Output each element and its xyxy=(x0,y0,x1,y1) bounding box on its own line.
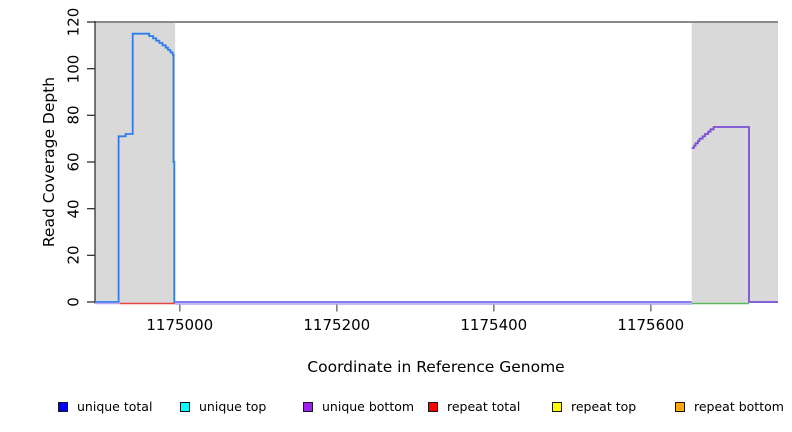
legend: unique total unique top unique bottom repea… xyxy=(0,398,792,418)
y-tick-label: 60 xyxy=(64,152,83,172)
legend-swatch-icon xyxy=(303,401,313,412)
repeat-region-left xyxy=(95,22,176,303)
legend-item-repeat-top: repeat top xyxy=(552,398,636,415)
series-unique-total-left-block xyxy=(95,32,176,303)
x-tick-label: 1175400 xyxy=(460,316,528,334)
legend-swatch-icon xyxy=(675,401,685,412)
y-tick-label: 0 xyxy=(64,297,83,307)
legend-label: repeat total xyxy=(447,399,521,414)
legend-item-unique-top: unique top xyxy=(180,398,266,415)
y-tick-label: 100 xyxy=(64,54,83,83)
series-unique-bottom-right-block xyxy=(691,126,778,303)
legend-label: repeat bottom xyxy=(694,399,784,414)
legend-swatch-icon xyxy=(180,401,190,412)
y-tick-label: 120 xyxy=(64,7,83,37)
legend-swatch-icon xyxy=(552,401,562,412)
y-tick-label: 20 xyxy=(64,245,83,265)
legend-label: unique top xyxy=(199,399,267,414)
legend-swatch-icon xyxy=(428,401,438,412)
y-tick-label: 80 xyxy=(64,105,83,125)
legend-item-unique-bottom: unique bottom xyxy=(303,398,414,415)
repeat-region-right xyxy=(691,22,778,303)
legend-label: repeat top xyxy=(571,399,637,414)
legend-item-repeat-bottom: repeat bottom xyxy=(675,398,784,415)
legend-item-unique-total: unique total xyxy=(58,398,152,415)
x-tick-label: 1175000 xyxy=(146,316,214,334)
x-tick-label: 1175200 xyxy=(303,316,371,334)
legend-item-repeat-total: repeat total xyxy=(428,398,520,415)
y-tick-label: 40 xyxy=(64,199,83,219)
legend-label: unique bottom xyxy=(322,399,415,414)
legend-swatch-icon xyxy=(58,401,68,412)
y-axis-title: Read Coverage Depth xyxy=(40,76,58,248)
legend-label: unique total xyxy=(77,399,153,414)
x-tick-label: 1175600 xyxy=(617,316,685,334)
x-axis-title: Coordinate in Reference Genome xyxy=(307,358,565,376)
